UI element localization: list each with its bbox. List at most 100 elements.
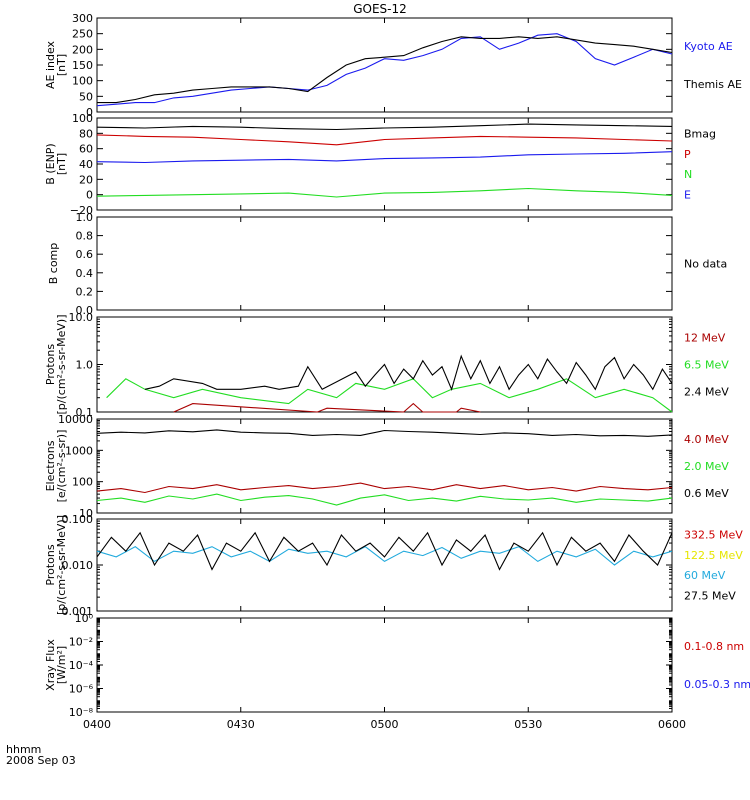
y-tick-label: 0.010 <box>62 559 94 572</box>
series-line-n <box>96 187 673 198</box>
y-tick-label: 0.8 <box>76 230 94 243</box>
legend-label: N <box>684 168 692 181</box>
legend-label: 6.5 MeV <box>684 359 729 372</box>
y-tick-label: 0.2 <box>76 285 94 298</box>
legend-label: 2.0 MeV <box>684 460 729 473</box>
y-tick-label: 250 <box>72 28 93 41</box>
series-line-27-5-mev <box>96 531 673 571</box>
legend-label: 60 MeV <box>684 569 726 582</box>
y-tick-label: 10.0 <box>69 311 94 324</box>
y-tick-label: 100 <box>72 476 93 489</box>
y-tick-label: 1.0 <box>76 359 94 372</box>
y-tick-label: 0.4 <box>76 267 94 280</box>
series-line-12-mev <box>173 402 481 413</box>
y-axis-label-line: [W/m²] <box>55 646 68 684</box>
y-axis-label: B comp <box>47 243 60 285</box>
panel-hiprotons: 0.0010.0100.100Protons[p/(cm²-s-sr-MeV)]… <box>44 513 743 618</box>
panel-xray: 10⁻⁸ 10⁻⁶ 10⁻⁴ 10⁻² 10⁰ Xray Flux[W/m²] 0.1-0.… <box>44 612 750 719</box>
series-line-2-4-mev <box>144 354 673 391</box>
x-axis-ticks: 0400 0430 0500 0530 0600 <box>83 718 686 731</box>
y-tick-label: −20 <box>70 204 93 217</box>
y-tick-label: 0 <box>86 189 93 202</box>
y-tick-label: 10⁻⁴ <box>69 659 94 672</box>
y-tick-label: 300 <box>72 12 93 25</box>
series-line-p <box>96 134 673 146</box>
panel-frame <box>96 617 673 713</box>
series-line-themis-ae <box>97 36 673 104</box>
legend-label: 27.5 MeV <box>684 590 736 603</box>
date-label: 2008 Sep 03 <box>6 754 76 767</box>
y-axis-label-line: [nT] <box>55 153 68 175</box>
panel-frame <box>96 117 673 211</box>
y-axis-label-line: [p/(cm²-s-sr-MeV)] <box>55 315 68 415</box>
y-tick-label: 0.1 <box>76 406 94 419</box>
legend-label: Themis AE <box>683 78 742 91</box>
legend-label: Bmag <box>684 127 716 140</box>
y-tick-label: 100 <box>72 112 93 125</box>
y-axis-label-line: B comp <box>47 243 60 285</box>
legend-label: 332.5 MeV <box>684 528 743 541</box>
series-line-0-6-mev <box>96 429 673 437</box>
y-axis-label: Xray Flux[W/m²] <box>44 639 68 691</box>
legend-label: Kyoto AE <box>684 40 733 53</box>
y-tick-label: 10⁰ <box>75 612 94 625</box>
x-tick-label: 0530 <box>514 718 542 731</box>
y-tick-label: 10⁻⁶ <box>69 683 94 696</box>
y-axis-label-line: [e/(cm²-s-sr)] <box>55 430 68 503</box>
series-line-2-0-mev <box>96 493 673 506</box>
y-tick-label: 20 <box>79 173 93 186</box>
x-tick-label: 0600 <box>658 718 686 731</box>
y-tick-label: 10 <box>79 507 93 520</box>
x-tick-label: 0430 <box>227 718 255 731</box>
y-axis-label: Protons[p/(cm²-s-sr-MeV)] <box>44 515 68 615</box>
y-tick-label: 0 <box>86 106 93 119</box>
panel-frame <box>96 17 673 113</box>
y-tick-label: 80 <box>79 127 93 140</box>
y-tick-label: 0.001 <box>62 605 94 618</box>
figure-title: GOES-12 <box>353 2 407 16</box>
series-line-6-5-mev <box>106 378 673 413</box>
y-tick-label: 60 <box>79 143 93 156</box>
time-axis-label: hhmm <box>6 743 41 756</box>
no-data-label: No data <box>684 258 727 271</box>
y-axis-label: Electrons[e/(cm²-s-sr)] <box>44 430 68 503</box>
x-tick-label: 0500 <box>371 718 399 731</box>
panel-b: −20 0 20 40 60 80 100 B (ENP)[nT] Bmag PNE <box>44 112 716 217</box>
y-axis-label: AE index[nT] <box>44 40 68 89</box>
y-axis-label-line: [p/(cm²-s-sr-MeV)] <box>55 515 68 615</box>
panel-frame <box>96 418 673 514</box>
legend-label: 0.05-0.3 nm <box>684 678 750 691</box>
series-line-e <box>96 151 673 164</box>
panel-frame <box>96 216 673 311</box>
y-tick-label: 10000 <box>58 413 93 426</box>
y-axis-label: Protons[p/(cm²-s-sr-MeV)] <box>44 315 68 415</box>
legend-label: 0.6 MeV <box>684 487 729 500</box>
x-tick-label: 0400 <box>83 718 111 731</box>
legend-label: 4.0 MeV <box>684 433 729 446</box>
series-line-kyoto-ae <box>96 33 673 107</box>
y-axis-label-line: Electrons <box>44 440 57 491</box>
y-axis-label-line: Protons <box>44 544 57 585</box>
series-line-60-mev <box>96 546 673 566</box>
y-tick-label: 0.100 <box>62 513 94 526</box>
legend-label: 12 MeV <box>684 331 726 344</box>
legend-label: E <box>684 189 691 202</box>
y-tick-label: 150 <box>72 59 93 72</box>
y-tick-label: 1000 <box>65 444 93 457</box>
panel-bcomp: 0.0 0.2 0.4 0.6 0.8 1.0 B comp No data <box>47 211 727 317</box>
y-tick-label: 10⁻⁸ <box>69 706 94 719</box>
legend-label: 0.1-0.8 nm <box>684 640 744 653</box>
panel-electrons: 10 100 1000 10000 Electrons[e/(cm²-s-sr)] 4.0… <box>44 413 729 520</box>
y-axis-label-line: Xray Flux <box>44 639 57 691</box>
legend-label: P <box>684 148 691 161</box>
y-tick-label: 10⁻² <box>69 636 93 649</box>
y-tick-label: 1.0 <box>76 211 94 224</box>
y-axis-label-line: AE index <box>44 40 57 89</box>
panel-frame <box>96 518 673 612</box>
y-tick-label: 0.0 <box>76 304 94 317</box>
legend-label: 2.4 MeV <box>684 386 729 399</box>
y-axis-label-line: [nT] <box>55 54 68 76</box>
